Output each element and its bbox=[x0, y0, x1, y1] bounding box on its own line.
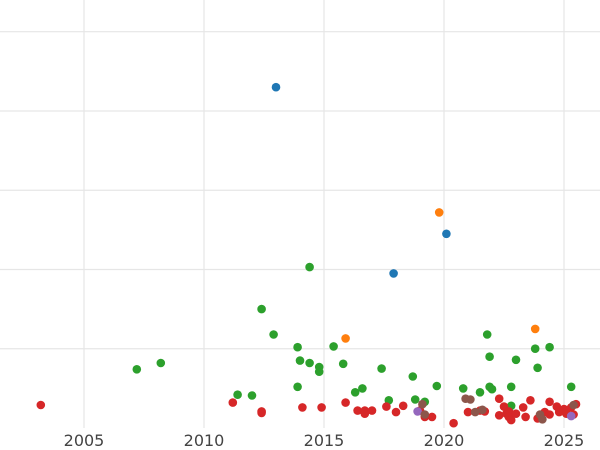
data-point bbox=[257, 407, 266, 416]
data-point bbox=[305, 262, 314, 272]
x-tick-label: 2015 bbox=[304, 431, 345, 450]
data-point bbox=[293, 382, 302, 392]
data-point bbox=[233, 390, 242, 400]
data-point bbox=[566, 382, 576, 392]
data-point bbox=[341, 398, 350, 407]
data-point bbox=[228, 398, 238, 407]
data-point bbox=[494, 411, 504, 420]
data-point bbox=[518, 403, 528, 412]
data-point bbox=[358, 384, 367, 393]
data-point bbox=[511, 409, 521, 419]
data-points bbox=[36, 82, 581, 428]
data-point bbox=[466, 395, 475, 404]
data-point bbox=[353, 406, 362, 415]
data-point bbox=[511, 355, 521, 365]
data-point bbox=[338, 359, 348, 369]
data-point bbox=[413, 407, 422, 416]
data-point bbox=[382, 402, 391, 411]
data-point bbox=[132, 365, 142, 374]
data-point bbox=[427, 412, 437, 422]
data-point bbox=[329, 342, 338, 351]
data-point bbox=[271, 82, 281, 92]
data-point bbox=[36, 400, 46, 410]
data-point bbox=[247, 391, 257, 400]
data-point bbox=[410, 395, 420, 404]
data-point bbox=[317, 403, 326, 412]
data-point bbox=[408, 372, 418, 381]
data-point bbox=[569, 400, 578, 410]
data-point bbox=[432, 381, 442, 391]
data-point bbox=[470, 407, 480, 417]
data-point bbox=[295, 356, 305, 365]
data-point bbox=[389, 269, 398, 278]
data-point bbox=[341, 334, 350, 343]
data-point bbox=[257, 304, 266, 314]
data-point bbox=[533, 363, 542, 373]
data-point bbox=[487, 384, 497, 394]
data-point bbox=[442, 229, 451, 239]
data-point bbox=[293, 342, 302, 352]
x-tick-label: 2025 bbox=[544, 431, 585, 450]
data-point bbox=[506, 382, 516, 392]
data-point bbox=[494, 394, 504, 404]
data-point bbox=[545, 397, 554, 407]
data-point bbox=[521, 412, 530, 422]
data-point bbox=[367, 406, 377, 415]
x-tick-label: 2010 bbox=[184, 431, 225, 450]
data-point bbox=[398, 401, 408, 411]
data-point bbox=[156, 358, 166, 368]
data-point bbox=[475, 388, 485, 397]
data-point bbox=[482, 330, 492, 339]
data-point bbox=[305, 358, 314, 368]
x-tick-label: 2020 bbox=[424, 431, 465, 450]
data-point bbox=[463, 407, 473, 417]
data-point bbox=[377, 364, 386, 373]
data-point bbox=[485, 352, 494, 362]
data-point bbox=[538, 415, 547, 424]
data-point bbox=[566, 411, 576, 421]
data-point bbox=[434, 208, 444, 217]
data-point bbox=[506, 415, 516, 425]
data-point bbox=[530, 324, 540, 334]
x-tick-label: 2005 bbox=[64, 431, 105, 450]
data-point bbox=[418, 399, 427, 409]
data-point bbox=[526, 396, 535, 405]
data-point bbox=[478, 405, 487, 415]
data-point bbox=[530, 344, 540, 354]
data-point bbox=[545, 342, 554, 352]
data-point bbox=[449, 418, 458, 428]
data-point bbox=[391, 407, 401, 417]
data-point bbox=[420, 410, 430, 419]
data-point bbox=[298, 403, 307, 412]
data-point bbox=[314, 367, 324, 377]
data-point bbox=[545, 410, 554, 419]
data-point bbox=[350, 388, 360, 397]
x-axis-tick-labels: 2005 2010 2015 2020 2025 bbox=[64, 431, 585, 450]
data-point bbox=[458, 384, 468, 393]
data-point bbox=[360, 409, 370, 419]
data-point bbox=[269, 330, 278, 339]
